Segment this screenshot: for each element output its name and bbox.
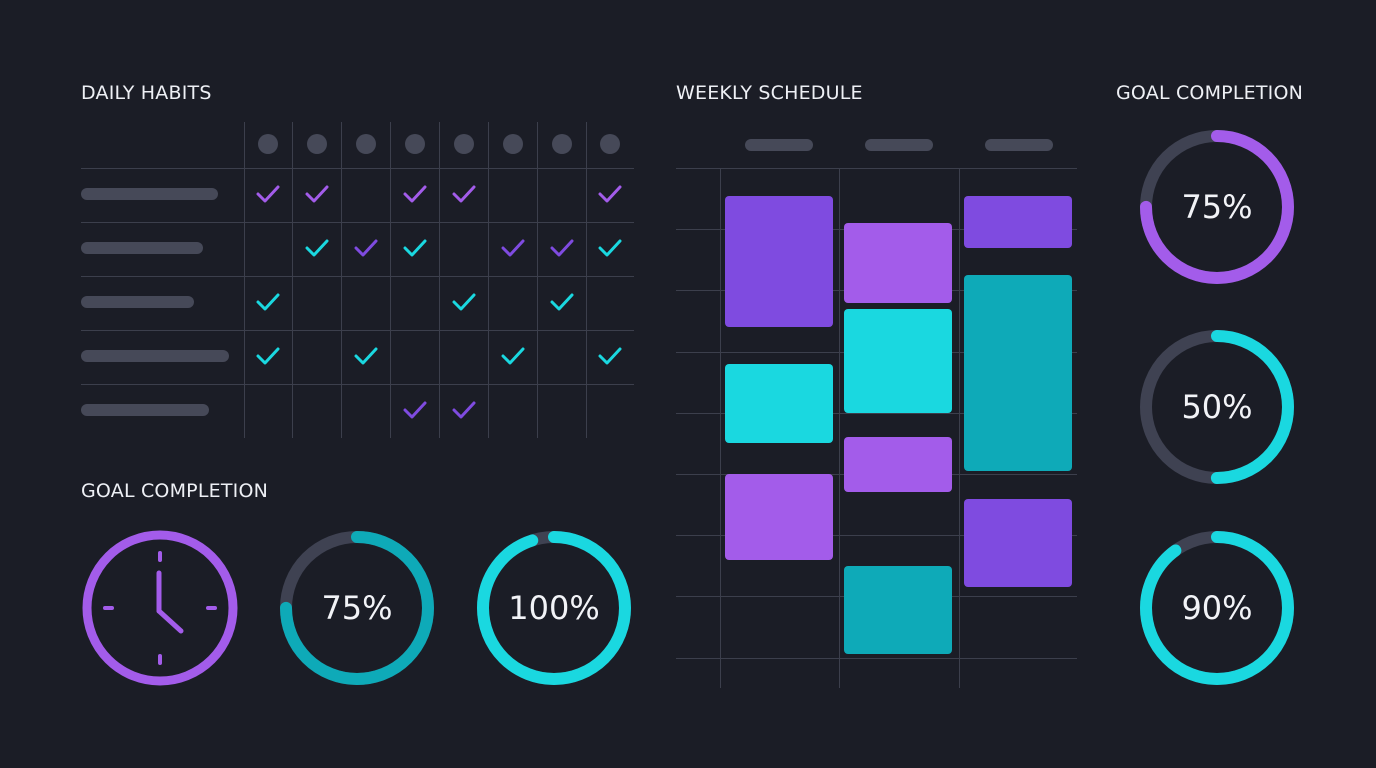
- check-icon: [500, 345, 526, 367]
- progress-ring-graphic: [477, 531, 631, 685]
- check-icon: [402, 183, 428, 205]
- event-block: [725, 474, 833, 560]
- check-icon: [597, 183, 623, 205]
- grid-line: [81, 330, 634, 331]
- day-header-dot: [258, 134, 278, 154]
- grid-line: [81, 222, 634, 223]
- grid-line: [676, 535, 1077, 536]
- habit-name-placeholder: [81, 350, 229, 362]
- grid-line: [390, 122, 391, 438]
- check-icon: [255, 345, 281, 367]
- goal-ring-side-1: 75%: [1137, 127, 1297, 287]
- check-icon: [304, 237, 330, 259]
- grid-line: [676, 168, 1077, 169]
- weekly-schedule-title: WEEKLY SCHEDULE: [676, 82, 863, 104]
- goal-ring-label: 50%: [1181, 388, 1253, 426]
- ring-progress-arc: [1140, 330, 1294, 484]
- check-icon: [402, 237, 428, 259]
- grid-line: [959, 168, 960, 688]
- event-block: [964, 275, 1072, 471]
- event-block: [725, 195, 833, 328]
- grid-line: [81, 276, 634, 277]
- daily-habits-title: DAILY HABITS: [81, 82, 212, 104]
- event-block: [964, 195, 1072, 248]
- goal-ring-side-3: 90%: [1137, 528, 1297, 688]
- grid-line: [720, 168, 721, 688]
- event-block: [725, 363, 833, 444]
- event-block: [964, 498, 1072, 588]
- goal-ring-label: 90%: [1181, 589, 1253, 627]
- event-block: [844, 223, 952, 303]
- day-header-dot: [404, 134, 425, 154]
- ring-progress-arc: [1140, 531, 1294, 685]
- day-header-placeholder: [745, 139, 813, 151]
- day-header-dot: [306, 134, 327, 154]
- grid-line: [676, 658, 1077, 659]
- check-icon: [597, 345, 623, 367]
- day-header-dot: [600, 134, 620, 154]
- grid-line: [81, 384, 634, 385]
- check-icon: [451, 183, 477, 205]
- grid-line: [839, 168, 840, 688]
- habit-name-placeholder: [81, 188, 218, 200]
- ring-progress-arc: [1140, 130, 1294, 284]
- check-icon: [304, 183, 330, 205]
- day-header-placeholder: [985, 139, 1053, 151]
- grid-line: [676, 413, 1077, 414]
- grid-line: [586, 122, 587, 438]
- grid-line: [81, 168, 634, 169]
- day-header-dot: [551, 134, 572, 154]
- habit-name-placeholder: [81, 296, 194, 308]
- progress-ring-graphic: [280, 531, 434, 685]
- day-header-placeholder: [865, 139, 933, 151]
- grid-line: [488, 122, 489, 438]
- ring-progress-arc: [477, 531, 631, 685]
- goal-ring-bottom-1: 75%: [277, 528, 437, 688]
- ring-progress-arc: [280, 531, 434, 685]
- progress-ring-graphic: [1140, 531, 1294, 685]
- event-block: [844, 565, 952, 655]
- grid-line: [292, 122, 293, 438]
- goal-completion-title-side: GOAL COMPLETION: [1116, 82, 1304, 104]
- check-icon: [451, 399, 477, 421]
- day-header-dot: [355, 134, 376, 154]
- check-icon: [402, 399, 428, 421]
- grid-line: [537, 122, 538, 438]
- goal-ring-label: 75%: [321, 589, 393, 627]
- event-block: [844, 437, 952, 493]
- progress-ring-graphic: [1140, 130, 1294, 284]
- clock-icon: [80, 528, 240, 688]
- check-icon: [353, 237, 379, 259]
- check-icon: [353, 345, 379, 367]
- goal-ring-label: 100%: [508, 589, 600, 627]
- check-icon: [549, 237, 575, 259]
- habit-name-placeholder: [81, 242, 203, 254]
- check-icon: [255, 291, 281, 313]
- check-icon: [597, 237, 623, 259]
- goal-ring-label: 75%: [1181, 188, 1253, 226]
- grid-line: [341, 122, 342, 438]
- day-header-dot: [453, 134, 474, 154]
- day-header-dot: [502, 134, 523, 154]
- goal-ring-side-2: 50%: [1137, 327, 1297, 487]
- event-block: [844, 308, 952, 413]
- goal-ring-bottom-2: 100%: [474, 528, 634, 688]
- progress-ring-graphic: [1140, 330, 1294, 484]
- check-icon: [549, 291, 575, 313]
- goal-completion-title-bottom: GOAL COMPLETION: [81, 480, 269, 502]
- grid-line: [439, 122, 440, 438]
- grid-line: [244, 122, 245, 438]
- habit-name-placeholder: [81, 404, 209, 416]
- check-icon: [451, 291, 477, 313]
- check-icon: [500, 237, 526, 259]
- check-icon: [255, 183, 281, 205]
